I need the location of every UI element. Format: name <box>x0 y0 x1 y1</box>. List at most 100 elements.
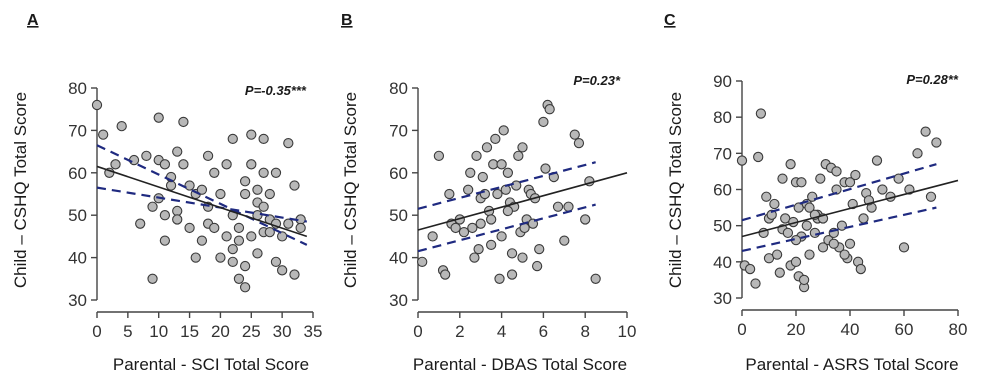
x-axis-label: Parental - SCI Total Score <box>113 355 309 373</box>
scatter-point <box>475 218 486 229</box>
scatter-point <box>227 133 238 145</box>
scatter-point <box>761 191 772 202</box>
scatter-point <box>159 210 171 221</box>
y-tick-label: 50 <box>713 217 732 236</box>
scatter-point <box>147 273 158 284</box>
x-axis-label: Parental - ASRS Total Score <box>745 355 958 373</box>
scatter-point <box>893 173 904 184</box>
scatter-point <box>110 159 121 170</box>
y-tick-label: 70 <box>389 121 408 140</box>
y-tick-label: 60 <box>68 164 87 183</box>
scatter-point <box>855 263 866 275</box>
x-tick-label: 20 <box>787 320 806 339</box>
y-tick-label: 50 <box>68 206 87 225</box>
scatter-point <box>753 151 764 163</box>
scatter-point <box>209 222 220 234</box>
scatter-point <box>246 129 257 140</box>
panel-letter: C <box>664 12 676 29</box>
y-tick-label: 80 <box>389 79 408 98</box>
scatter-point <box>215 252 226 263</box>
y-axis-label: Child – CSHQ Total Score <box>666 92 685 288</box>
y-tick-label: 30 <box>68 291 87 310</box>
scatter-point <box>264 188 275 200</box>
x-tick-label: 0 <box>737 320 746 339</box>
x-tick-label: 60 <box>895 320 914 339</box>
scatter-point <box>774 267 785 278</box>
x-tick-label: 40 <box>841 320 860 339</box>
chart-panel-b: B 30 40 50 60 70 80 0 2 4 6 8 10 Parental - DBAS Tota… <box>341 12 636 373</box>
regression-line <box>96 165 308 238</box>
scatter-point <box>141 150 152 161</box>
scatter-point <box>496 159 507 170</box>
confidence-band-line <box>741 163 937 222</box>
scatter-point <box>417 256 428 267</box>
scatter-point <box>736 155 748 166</box>
p-value-label: P=0.23* <box>573 73 621 88</box>
scatter-point <box>258 167 269 178</box>
y-tick-label: 90 <box>713 72 732 91</box>
scatter-point <box>450 222 461 234</box>
scatter-point <box>196 184 208 195</box>
y-tick-label: 60 <box>389 164 408 183</box>
y-tick-label: 80 <box>713 108 732 127</box>
scatter-point <box>190 252 201 263</box>
scatter-point <box>252 248 263 259</box>
x-tick-label: 6 <box>539 322 548 341</box>
y-tick-label: 70 <box>68 121 87 140</box>
scatter-point <box>769 198 780 210</box>
scatter-point <box>215 188 226 200</box>
scatter-point <box>159 235 171 246</box>
scatter-point <box>276 231 288 242</box>
scatter-point <box>839 249 850 260</box>
scatter-point <box>580 214 591 225</box>
y-tick-label: 40 <box>68 249 87 268</box>
scatter-point <box>506 248 518 259</box>
scatter-point <box>196 235 208 246</box>
scatter-point <box>471 150 482 161</box>
scatter-point <box>473 243 484 255</box>
panel-letter: A <box>27 12 39 29</box>
scatter-point <box>258 201 269 212</box>
scatter-point <box>233 235 245 246</box>
chart-panel-c: C 30 40 50 60 70 80 90 0 20 40 60 80 Parental - ASRS … <box>664 12 967 373</box>
scatter-point <box>485 239 497 251</box>
scatter-point <box>246 231 257 242</box>
scatter-point <box>850 169 861 181</box>
scatter-point <box>165 180 177 191</box>
x-tick-label: 10 <box>149 322 168 341</box>
scatter-point <box>477 171 488 183</box>
scatter-point <box>559 235 570 246</box>
x-tick-label: 25 <box>242 322 261 341</box>
scatter-point <box>744 263 756 275</box>
scatter-point <box>544 104 555 115</box>
x-tick-label: 35 <box>304 322 323 341</box>
scatter-point <box>227 243 238 255</box>
y-axis-label: Child – CSHQ Total Score <box>341 92 360 288</box>
y-axis-label: Child – CSHQ Total Score <box>11 92 30 288</box>
scatter-point <box>828 238 839 249</box>
scatter-point <box>227 256 238 267</box>
scatter-point <box>494 273 505 284</box>
scatter-point <box>920 126 931 137</box>
scatter-point <box>552 201 564 212</box>
scatter-point <box>283 137 294 149</box>
scatter-point <box>790 256 802 267</box>
scatter-point <box>573 137 585 149</box>
confidence-band-line <box>417 161 596 210</box>
x-tick-label: 10 <box>618 322 637 341</box>
scatter-point <box>153 112 164 123</box>
scatter-point <box>481 142 493 153</box>
scatter-point <box>433 150 445 161</box>
scatter-point <box>239 260 251 272</box>
y-tick-label: 70 <box>713 144 732 163</box>
x-tick-label: 20 <box>211 322 230 341</box>
scatter-point <box>490 133 501 145</box>
scatter-point <box>513 150 524 161</box>
confidence-band-line <box>417 203 596 253</box>
scatter-point <box>517 252 528 263</box>
scatter-point <box>440 269 451 280</box>
scatter-point <box>871 155 883 166</box>
scatter-point <box>801 220 812 231</box>
scatter-point <box>184 222 195 234</box>
scatter-point <box>771 249 783 260</box>
